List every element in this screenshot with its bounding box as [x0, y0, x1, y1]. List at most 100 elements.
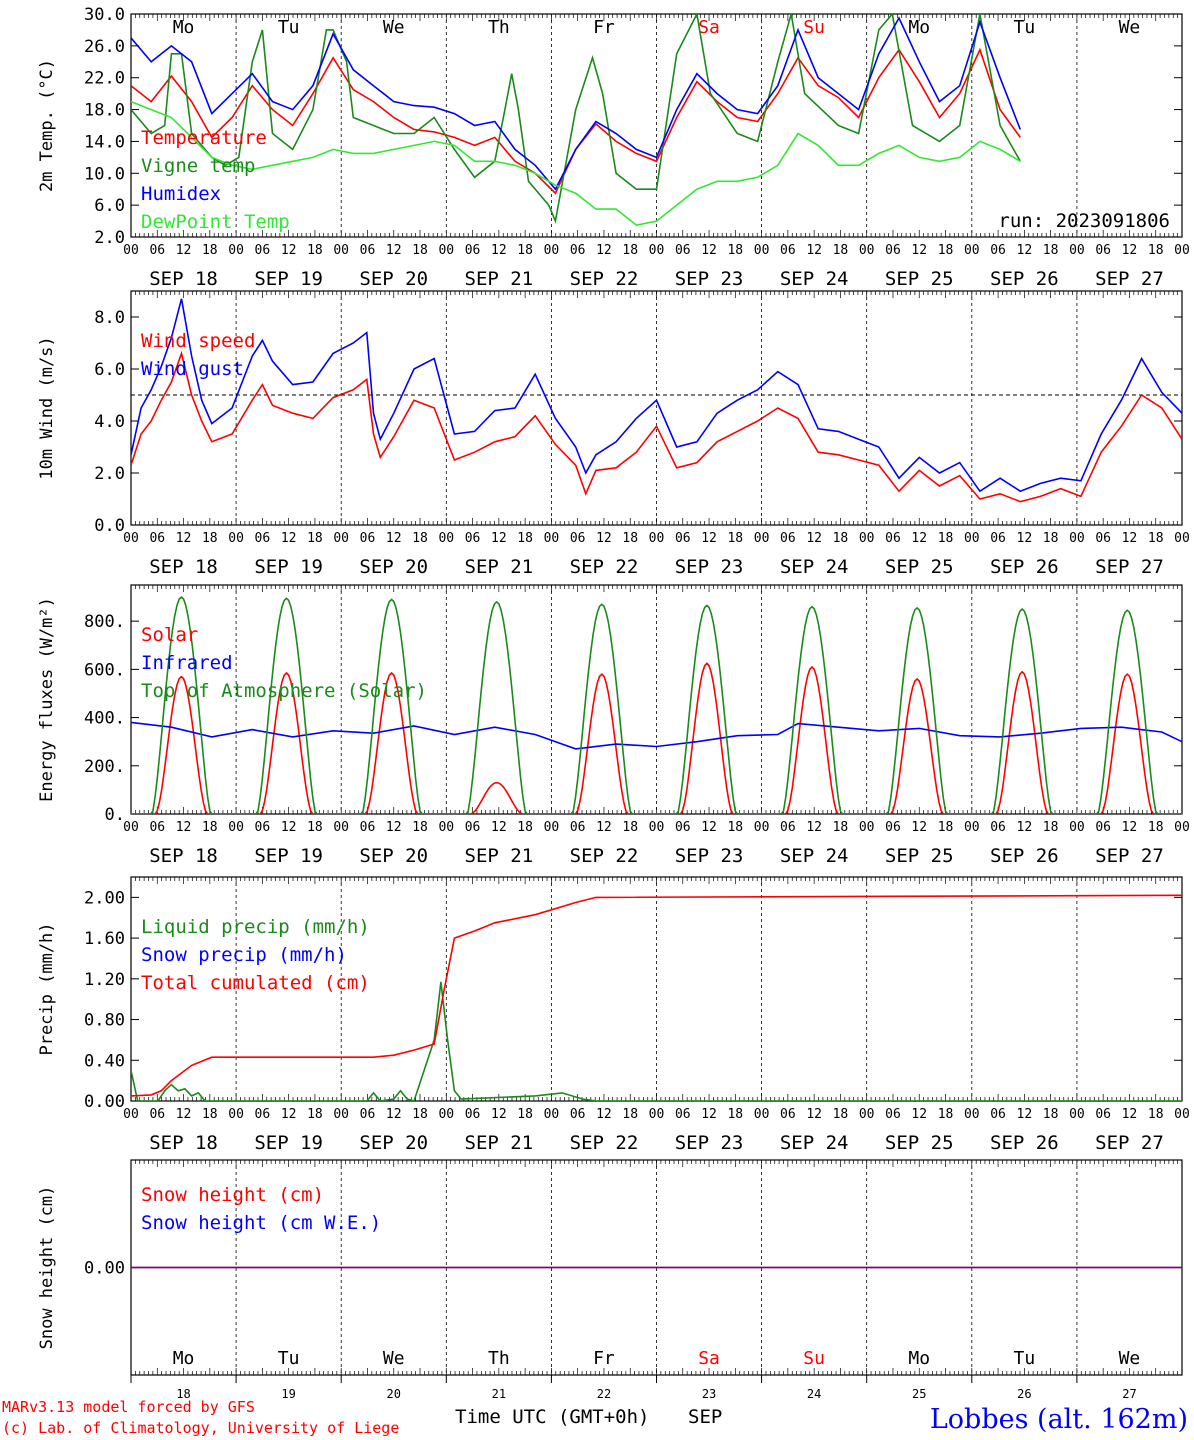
day-number-label: 24	[807, 1387, 821, 1401]
weekday-label: Sa	[698, 1348, 720, 1369]
date-label: SEP 24	[780, 845, 849, 867]
hour-tick-label: 00	[1069, 1107, 1085, 1122]
hour-tick-label: 18	[727, 820, 743, 835]
hour-tick-label: 12	[806, 820, 822, 835]
hour-tick-label: 00	[544, 820, 560, 835]
weekday-label: Tu	[278, 1348, 300, 1369]
hour-tick-label: 18	[307, 243, 323, 258]
hour-tick-label: 00	[438, 531, 454, 546]
hour-tick-label: 18	[622, 243, 638, 258]
weekday-label: Mo	[908, 17, 930, 38]
hour-tick-label: 06	[570, 820, 586, 835]
hour-tick-label: 12	[491, 243, 507, 258]
hour-tick-label: 00	[123, 820, 139, 835]
hour-tick-label: 06	[149, 820, 165, 835]
hour-tick-label: 18	[1043, 1107, 1059, 1122]
hour-tick-label: 12	[491, 1107, 507, 1122]
date-label: SEP 23	[675, 556, 744, 578]
hour-tick-label: 18	[622, 820, 638, 835]
hour-tick-label: 06	[465, 531, 481, 546]
hour-tick-label: 06	[570, 243, 586, 258]
hour-tick-label: 00	[754, 820, 770, 835]
hour-tick-label: 06	[780, 1107, 796, 1122]
date-label: SEP 20	[359, 268, 428, 290]
day-number-label: 21	[492, 1387, 506, 1401]
legend-entry: Top of Atmosphere (Solar)	[141, 680, 427, 702]
hour-tick-label: 12	[911, 243, 927, 258]
plot-frame	[130, 13, 1183, 238]
hour-tick-label: 00	[649, 1107, 665, 1122]
hour-tick-label: 00	[228, 1107, 244, 1122]
series-line	[131, 350, 1182, 503]
hour-tick-label: 00	[964, 243, 980, 258]
weekday-label: Fr	[593, 1348, 615, 1369]
hour-tick-label: 18	[938, 531, 954, 546]
series-line	[131, 47, 1021, 195]
hour-tick-label: 12	[806, 1107, 822, 1122]
weekday-label: Sa	[698, 17, 720, 38]
hour-tick-label: 12	[1017, 531, 1033, 546]
credit-line-2: (c) Lab. of Climatology, University of L…	[2, 1419, 399, 1437]
hour-tick-label: 06	[149, 243, 165, 258]
hour-tick-label: 12	[281, 531, 297, 546]
legend-entry: Total cumulated (cm)	[141, 972, 370, 994]
y-tick-label: 6.0	[94, 196, 125, 216]
hour-tick-label: 06	[465, 243, 481, 258]
hour-tick-label: 00	[859, 531, 875, 546]
date-label: SEP 18	[149, 845, 218, 867]
hour-tick-label: 18	[938, 243, 954, 258]
hour-tick-label: 06	[990, 820, 1006, 835]
date-label: SEP 21	[465, 556, 534, 578]
weekday-label: Fr	[593, 17, 615, 38]
hour-tick-label: 06	[675, 531, 691, 546]
hour-tick-label: 00	[123, 1107, 139, 1122]
hour-tick-label: 12	[701, 243, 717, 258]
series-line	[131, 981, 1182, 1101]
date-label: SEP 21	[465, 268, 534, 290]
hour-tick-label: 18	[517, 820, 533, 835]
date-label: SEP 24	[780, 1132, 849, 1154]
legend-entry: Snow precip (mm/h)	[141, 944, 347, 966]
hour-tick-label: 00	[1174, 531, 1190, 546]
hour-tick-label: 00	[754, 531, 770, 546]
y-tick-label: 6.0	[94, 360, 125, 380]
hour-tick-label: 12	[1122, 820, 1138, 835]
hour-tick-label: 18	[1043, 820, 1059, 835]
series-line	[131, 721, 1182, 750]
series-group	[131, 14, 1022, 226]
hour-tick-label: 06	[675, 820, 691, 835]
hour-tick-label: 18	[307, 531, 323, 546]
day-number-label: 27	[1122, 1387, 1136, 1401]
hour-tick-label: 12	[911, 1107, 927, 1122]
hour-tick-label: 12	[1122, 243, 1138, 258]
hour-tick-label: 12	[806, 531, 822, 546]
hour-tick-label: 06	[885, 820, 901, 835]
hour-tick-label: 12	[1122, 1107, 1138, 1122]
y-tick-label: 4.0	[94, 412, 125, 432]
hour-tick-label: 12	[176, 1107, 192, 1122]
hour-tick-label: 18	[727, 1107, 743, 1122]
hour-tick-label: 18	[202, 531, 218, 546]
hour-tick-label: 00	[1069, 820, 1085, 835]
legend-entry: Temperature	[141, 127, 267, 149]
date-label: SEP 22	[570, 556, 639, 578]
hour-tick-label: 12	[1122, 531, 1138, 546]
hour-tick-label: 18	[1148, 243, 1164, 258]
series-line	[131, 894, 1182, 1097]
y-tick-label: 200.	[84, 757, 125, 777]
date-label: SEP 26	[990, 1132, 1059, 1154]
hour-tick-label: 12	[491, 820, 507, 835]
hour-tick-label: 12	[386, 1107, 402, 1122]
hour-tick-label: 12	[491, 531, 507, 546]
hour-tick-label: 06	[570, 1107, 586, 1122]
hour-tick-label: 00	[649, 531, 665, 546]
panel-4: 0.00 0.40 0.80 1.20 1.60 2.00 Precip (mm/h) 00 0…	[37, 876, 1190, 1154]
y-tick-label: 0.40	[84, 1051, 125, 1071]
hour-tick-label: 12	[176, 243, 192, 258]
hour-tick-label: 00	[964, 820, 980, 835]
hour-tick-label: 18	[833, 243, 849, 258]
y-tick-label: 0.	[105, 805, 125, 825]
hour-tick-label: 18	[517, 1107, 533, 1122]
hour-tick-label: 12	[701, 820, 717, 835]
date-label: SEP 19	[254, 268, 323, 290]
